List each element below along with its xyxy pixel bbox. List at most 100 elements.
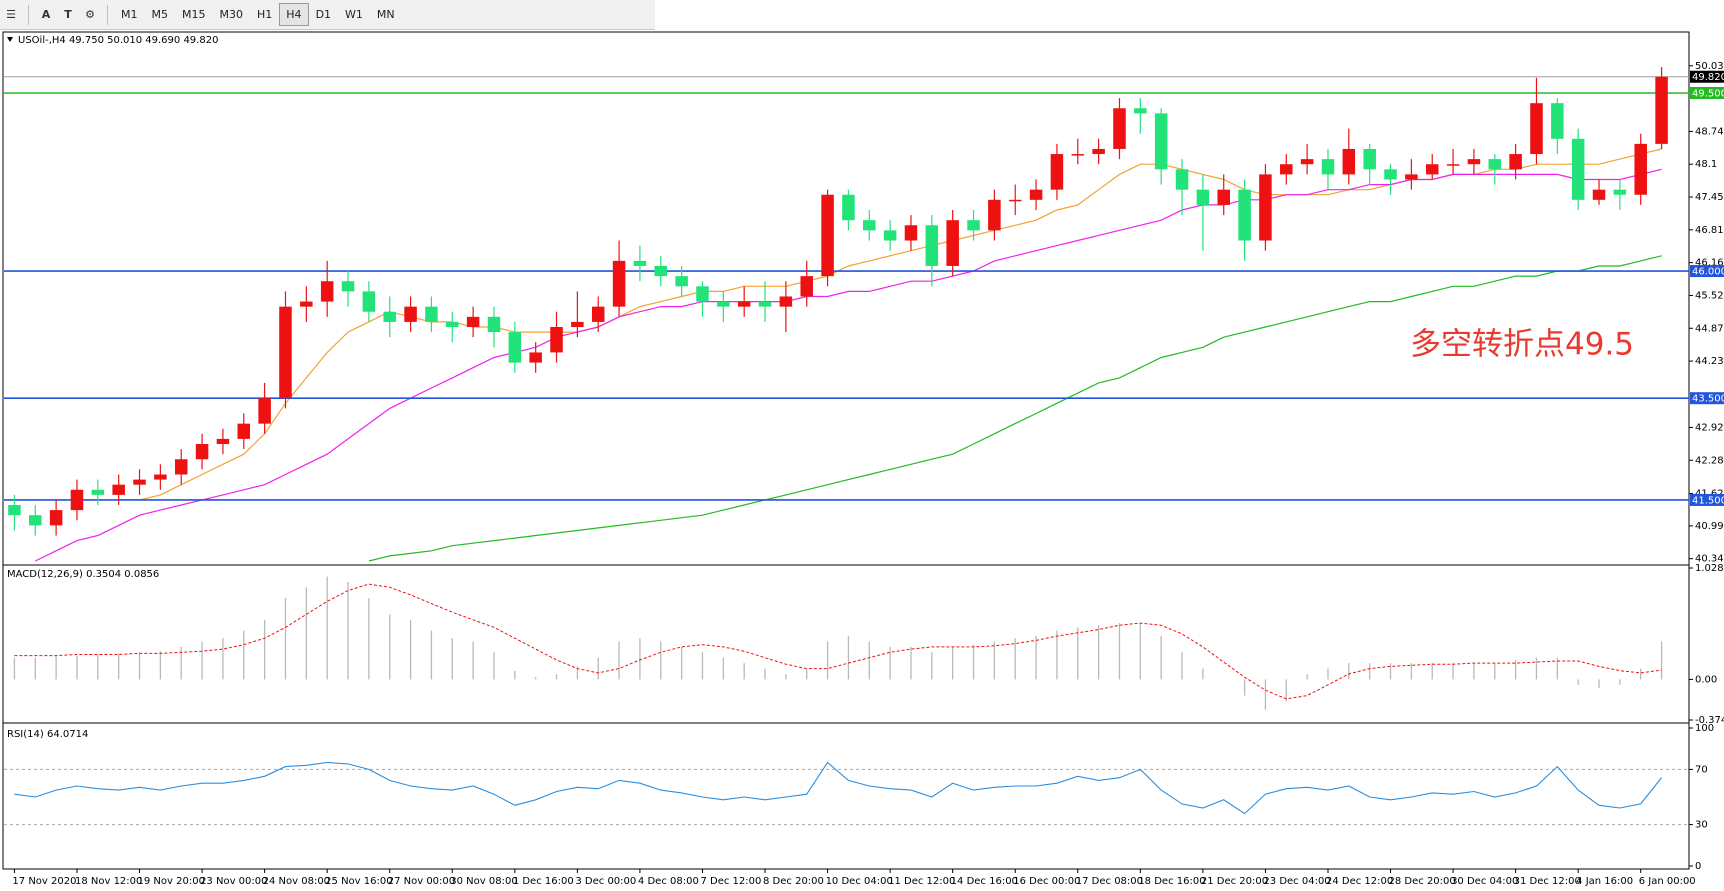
candle-body (1321, 159, 1335, 175)
candle-body (1300, 159, 1314, 165)
tool-button[interactable]: T (64, 8, 72, 21)
candle-body (446, 321, 459, 327)
candle-body (529, 352, 542, 363)
price-level-label-bg (1690, 265, 1724, 278)
x-tick-label: 18 Dec 16:00 (1138, 876, 1205, 887)
x-tick-label: 8 Dec 20:00 (763, 876, 824, 887)
timeframe-button[interactable]: M1 (121, 8, 138, 21)
x-tick-label: 10 Dec 04:00 (826, 876, 893, 887)
candle-body (863, 220, 876, 231)
tool-icon[interactable]: ⚙ (85, 8, 95, 21)
candle-body (29, 515, 42, 526)
candle-body (737, 301, 751, 307)
timeframe-button[interactable]: M15 (182, 8, 206, 21)
candle-body (717, 301, 730, 307)
x-tick-label: 7 Dec 12:00 (700, 876, 761, 887)
x-tick-label: 24 Nov 08:00 (263, 876, 330, 887)
candle-body (341, 281, 355, 292)
price-level-label-bg (1690, 87, 1724, 100)
candle-body (904, 225, 918, 241)
x-tick-label: 11 Dec 12:00 (888, 876, 955, 887)
timeframe-button[interactable]: M30 (219, 8, 244, 21)
price-level-label: 49.820 (1692, 72, 1724, 83)
candle-body (1613, 189, 1627, 195)
moving-average (118, 148, 1662, 501)
y-tick-label: 40.99 (1695, 521, 1724, 532)
candle-body (883, 230, 897, 241)
candle-body (154, 474, 167, 480)
candle-body (91, 489, 105, 495)
x-tick-label: 17 Nov 2020 (12, 876, 76, 887)
candle-body (1551, 103, 1564, 139)
candle-body (383, 311, 396, 322)
tool-button[interactable]: A (41, 8, 51, 21)
candle-body (800, 276, 813, 297)
y-tick-label: 48.745 (1695, 126, 1724, 137)
y-tick-label: 50.035 (1695, 61, 1724, 72)
timeframe-button[interactable]: H4 (279, 3, 309, 26)
x-tick-label: 30 Nov 08:00 (450, 876, 517, 887)
y-tick-label: 47.455 (1695, 192, 1724, 203)
macd-signal (14, 583, 1662, 700)
price-level-label-bg (1690, 392, 1724, 405)
pane-title: RSI(14) 64.0714 (7, 729, 88, 740)
candle-body (1154, 113, 1168, 170)
x-tick-label: 18 Nov 12:00 (75, 876, 142, 887)
y-tick-label: 45.52 (1695, 290, 1724, 301)
x-tick-label: 28 Dec 20:00 (1389, 876, 1456, 887)
timeframe-button[interactable]: H1 (257, 8, 273, 21)
tool-icon[interactable]: ☰ (6, 8, 16, 21)
timeframe-button[interactable]: M5 (151, 8, 169, 21)
candle-body (1071, 154, 1085, 156)
y-tick-label: 100 (1695, 723, 1714, 734)
candle-body (1280, 164, 1293, 175)
x-tick-label: 14 Dec 16:00 (951, 876, 1018, 887)
candle-body (320, 281, 334, 302)
y-tick-label: 46.165 (1695, 258, 1724, 269)
candle-body (675, 276, 688, 287)
candle-body (1467, 159, 1481, 165)
candle-body (612, 260, 626, 307)
candle-body (842, 194, 855, 221)
candle-body (1384, 169, 1397, 180)
candle-body (654, 265, 668, 277)
timeframe-button[interactable]: MN (376, 8, 395, 21)
x-tick-label: 27 Nov 00:00 (388, 876, 455, 887)
x-tick-label: 23 Nov 00:00 (200, 876, 267, 887)
candle-body (404, 306, 417, 322)
x-tick-label: 4 Dec 08:00 (638, 876, 699, 887)
x-tick-label: 30 Dec 04:00 (1451, 876, 1518, 887)
price-level-label-bg (1690, 493, 1724, 506)
candle-body (49, 510, 63, 526)
candle-body (1592, 189, 1606, 200)
candle-body (967, 220, 980, 231)
annotation: 多空转折点49.5 (1410, 327, 1634, 363)
candle-body (237, 423, 251, 439)
x-tick-label: 6 Jan 00:00 (1639, 876, 1696, 887)
x-tick-label: 16 Dec 00:00 (1013, 876, 1080, 887)
candle-body (1134, 108, 1147, 114)
candle-body (779, 296, 793, 307)
candle-body (1008, 199, 1022, 202)
candle-body (550, 326, 563, 353)
candle-body (1509, 154, 1522, 170)
timeframe-button[interactable]: W1 (345, 8, 363, 21)
candle-body (425, 306, 438, 322)
x-tick-label: 3 Dec 00:00 (575, 876, 636, 887)
candle-body (1238, 189, 1251, 241)
y-tick-label: 1.0283 (1695, 563, 1724, 574)
candle-body (133, 479, 146, 485)
x-tick-label: 4 Jan 16:00 (1576, 876, 1633, 887)
timeframe-button[interactable]: D1 (315, 8, 332, 21)
separator (107, 4, 108, 25)
candle-body (70, 489, 84, 511)
candle-body (1446, 164, 1460, 166)
candle-body (112, 484, 125, 495)
timeframe-group: M1 M5 M15 M30 H1 H4 D1 W1 MN (114, 3, 402, 26)
moving-average (368, 255, 1662, 562)
pane-title: USOil-,H4 49.750 50.010 49.690 49.820 (18, 35, 218, 46)
candle-body (1029, 189, 1043, 200)
